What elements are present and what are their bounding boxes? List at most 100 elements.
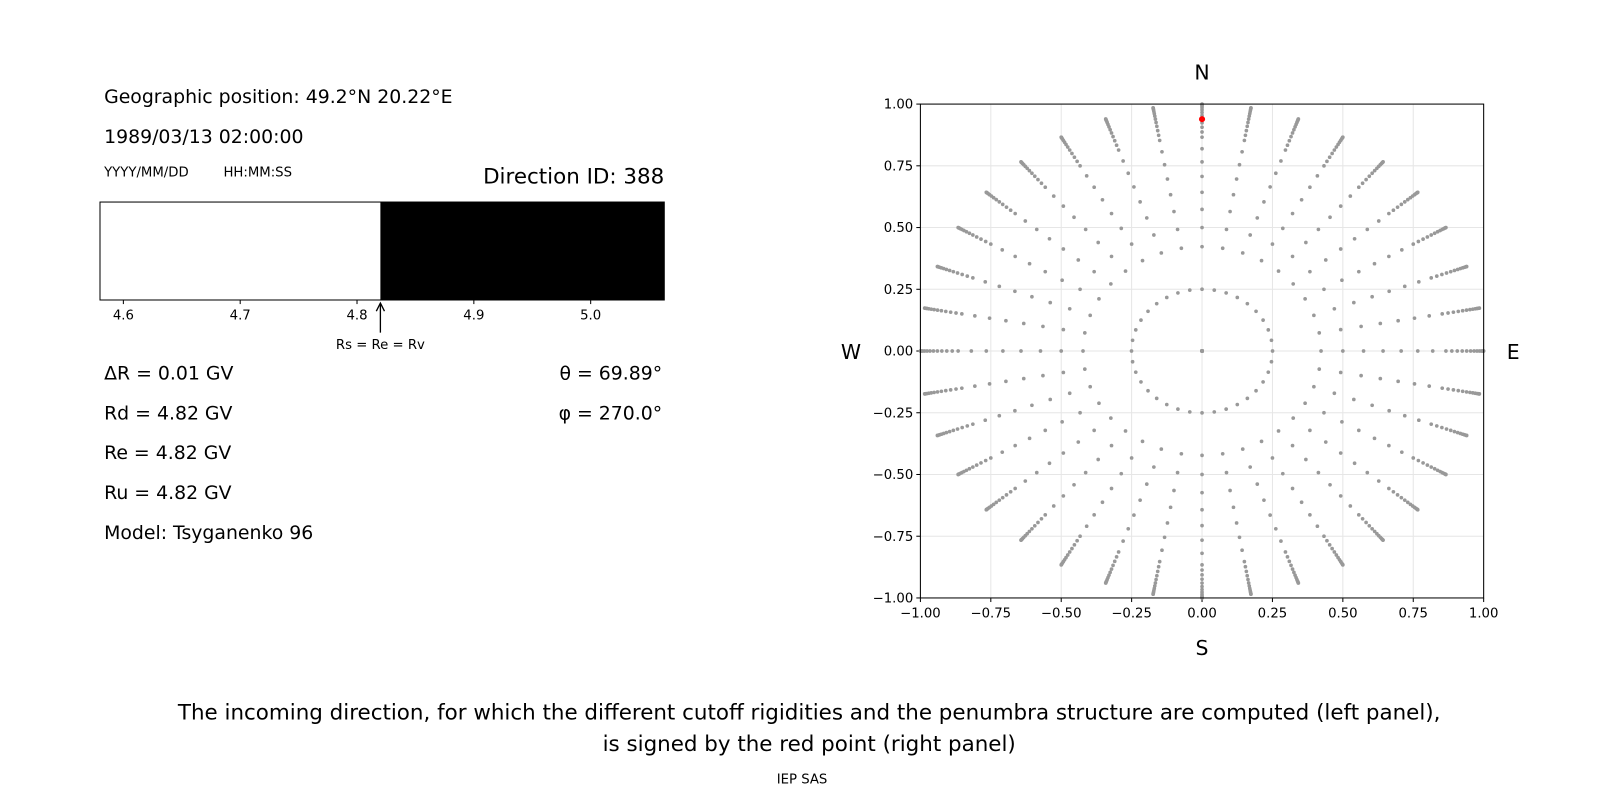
direction-point	[1082, 367, 1087, 371]
direction-point	[1416, 239, 1421, 244]
compass-west: W	[841, 340, 861, 364]
direction-point	[971, 276, 975, 280]
direction-point	[1212, 410, 1217, 414]
direction-point	[1030, 526, 1034, 531]
direction-point	[1399, 202, 1404, 207]
direction-point	[1004, 205, 1009, 209]
direction-point	[1444, 271, 1449, 275]
x-tick-label: −1.00	[900, 606, 941, 621]
direction-point	[969, 349, 974, 353]
direction-point	[1129, 242, 1134, 246]
direction-point	[1292, 127, 1296, 132]
direction-point	[988, 456, 993, 460]
direction-point	[1036, 520, 1040, 525]
direction-point	[1030, 403, 1034, 408]
direction-point	[1328, 482, 1332, 487]
direction-point	[950, 349, 955, 353]
direction-point	[1334, 553, 1339, 557]
direction-point	[1139, 318, 1143, 322]
direction-point	[1370, 526, 1374, 531]
direction-point	[1179, 451, 1184, 456]
direction-point	[1464, 349, 1469, 353]
direction-point	[1103, 117, 1108, 121]
direction-point	[954, 387, 958, 391]
direction-point	[1240, 447, 1245, 451]
direction-point	[1235, 402, 1240, 407]
direction-point	[994, 197, 999, 202]
caption: is signed by the red point (right panel)	[603, 732, 1016, 757]
direction-point	[1242, 138, 1247, 143]
direction-point	[1172, 209, 1176, 214]
direction-point	[1092, 428, 1096, 433]
compass-east: E	[1507, 340, 1520, 364]
direction-point	[1421, 461, 1425, 465]
direction-point	[1013, 289, 1017, 294]
direction-point	[1083, 227, 1088, 232]
direction-point	[1296, 581, 1301, 585]
direction-point	[1415, 507, 1420, 512]
direction-point	[951, 269, 956, 274]
direction-point	[971, 422, 975, 426]
direction-point	[1328, 215, 1332, 220]
direction-point	[943, 388, 948, 393]
direction-point	[1356, 269, 1361, 274]
direction-point	[1359, 373, 1363, 378]
direction-point	[1176, 407, 1180, 411]
direction-point	[1152, 233, 1156, 237]
direction-point	[1381, 349, 1385, 353]
direction-point	[1111, 134, 1115, 139]
direction-point	[1116, 148, 1121, 152]
direction-point	[1308, 428, 1312, 433]
x-tick-label: 0.25	[1258, 606, 1288, 621]
direction-point	[1067, 550, 1072, 554]
time-format: HH:MM:SS	[223, 166, 292, 181]
direction-point	[1200, 174, 1204, 179]
direction-point	[1155, 573, 1159, 578]
direction-point	[1234, 521, 1239, 525]
direction-point	[1156, 564, 1161, 569]
direction-point	[1361, 349, 1366, 353]
direction-point	[1464, 390, 1469, 394]
direction-point	[1067, 306, 1072, 311]
direction-point	[988, 242, 993, 246]
tick-label: 5.0	[580, 308, 601, 323]
direction-point	[1317, 367, 1322, 371]
direction-point	[1030, 171, 1034, 176]
direction-point	[1244, 128, 1249, 133]
tick-label: 4.6	[113, 308, 134, 323]
direction-point	[960, 425, 965, 430]
direction-point	[1200, 551, 1204, 556]
direction-point	[1372, 436, 1377, 441]
direction-point	[1370, 403, 1374, 408]
direction-point	[1160, 149, 1164, 154]
direction-point	[1096, 240, 1101, 245]
direction-point	[1109, 443, 1114, 448]
direction-point	[1070, 151, 1074, 156]
x-tick-label: 0.50	[1328, 606, 1358, 621]
x-tick-label: −0.25	[1111, 606, 1152, 621]
direction-point	[1399, 349, 1404, 353]
direction-point	[1452, 268, 1457, 273]
direction-point	[1152, 465, 1156, 469]
direction-point	[1019, 349, 1023, 353]
direction-point	[1411, 456, 1416, 460]
direction-point	[1249, 592, 1253, 597]
direction-point	[1061, 494, 1066, 498]
direction-point	[1387, 211, 1391, 216]
direction-point	[1001, 349, 1005, 353]
direction-point	[1402, 200, 1407, 204]
direction-point	[1240, 548, 1244, 553]
direction-point	[1109, 211, 1114, 216]
direction-point	[1092, 269, 1096, 274]
direction-point	[1168, 505, 1173, 510]
direction-point	[1076, 258, 1081, 262]
direction-point	[1415, 349, 1420, 353]
direction-point	[1440, 386, 1445, 390]
direction-point	[1023, 219, 1028, 223]
direction-point	[1268, 513, 1272, 517]
direction-point	[1043, 185, 1048, 190]
direction-point	[1157, 138, 1162, 143]
direction-point	[1352, 461, 1357, 466]
direction-point	[971, 233, 975, 237]
direction-point	[1096, 457, 1101, 462]
